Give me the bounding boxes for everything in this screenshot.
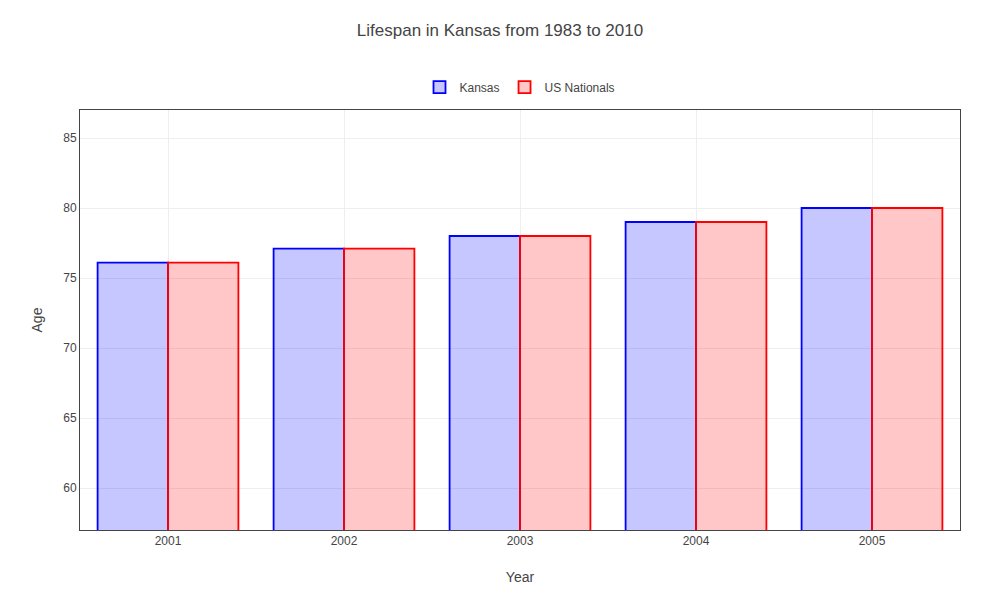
svg-text:Age: Age bbox=[29, 307, 45, 332]
svg-text:75: 75 bbox=[63, 271, 77, 285]
svg-text:65: 65 bbox=[63, 411, 77, 425]
svg-text:85: 85 bbox=[63, 131, 77, 145]
svg-text:Kansas: Kansas bbox=[460, 81, 500, 95]
svg-text:2004: 2004 bbox=[683, 534, 710, 548]
svg-text:2003: 2003 bbox=[507, 534, 534, 548]
svg-text:70: 70 bbox=[63, 341, 77, 355]
svg-text:Year: Year bbox=[506, 569, 535, 585]
svg-text:80: 80 bbox=[63, 201, 77, 215]
svg-text:2002: 2002 bbox=[331, 534, 358, 548]
svg-text:2005: 2005 bbox=[859, 534, 886, 548]
svg-text:60: 60 bbox=[63, 481, 77, 495]
svg-text:Lifespan in Kansas from 1983 t: Lifespan in Kansas from 1983 to 2010 bbox=[357, 21, 643, 40]
svg-text:US Nationals: US Nationals bbox=[545, 81, 615, 95]
svg-text:2001: 2001 bbox=[155, 534, 182, 548]
